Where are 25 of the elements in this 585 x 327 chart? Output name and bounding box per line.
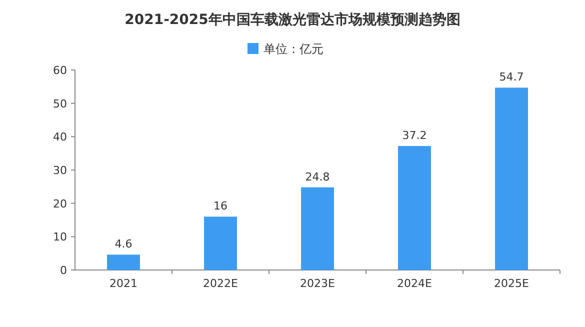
x-tick-label: 2022E [203,277,238,290]
x-tick-label: 2025E [494,277,530,290]
y-tick-label: 0 [60,264,67,277]
bar [495,88,528,270]
y-tick-label: 60 [53,64,67,77]
legend-label: 单位：亿元 [264,42,324,56]
bar [398,146,431,270]
y-tick-label: 50 [53,97,67,110]
bar [301,187,334,270]
bar [107,254,140,270]
data-label: 24.8 [305,170,330,184]
legend: 单位：亿元 [248,42,324,56]
data-label: 54.7 [499,70,524,84]
data-label: 37.2 [402,129,427,142]
y-tick-label: 40 [53,130,67,144]
y-tick-label: 20 [53,197,67,210]
y-tick-label: 30 [53,164,67,177]
x-tick-label: 2023E [300,277,336,290]
x-tick-label: 2024E [397,277,432,290]
chart-title: 2021-2025年中国车载激光雷达市场规模预测趋势图 [124,11,460,28]
bar [204,216,237,270]
y-tick-label: 10 [53,230,67,244]
data-label: 4.6 [114,238,132,251]
x-tick-label: 2021 [110,277,138,290]
data-label: 16 [214,200,228,213]
